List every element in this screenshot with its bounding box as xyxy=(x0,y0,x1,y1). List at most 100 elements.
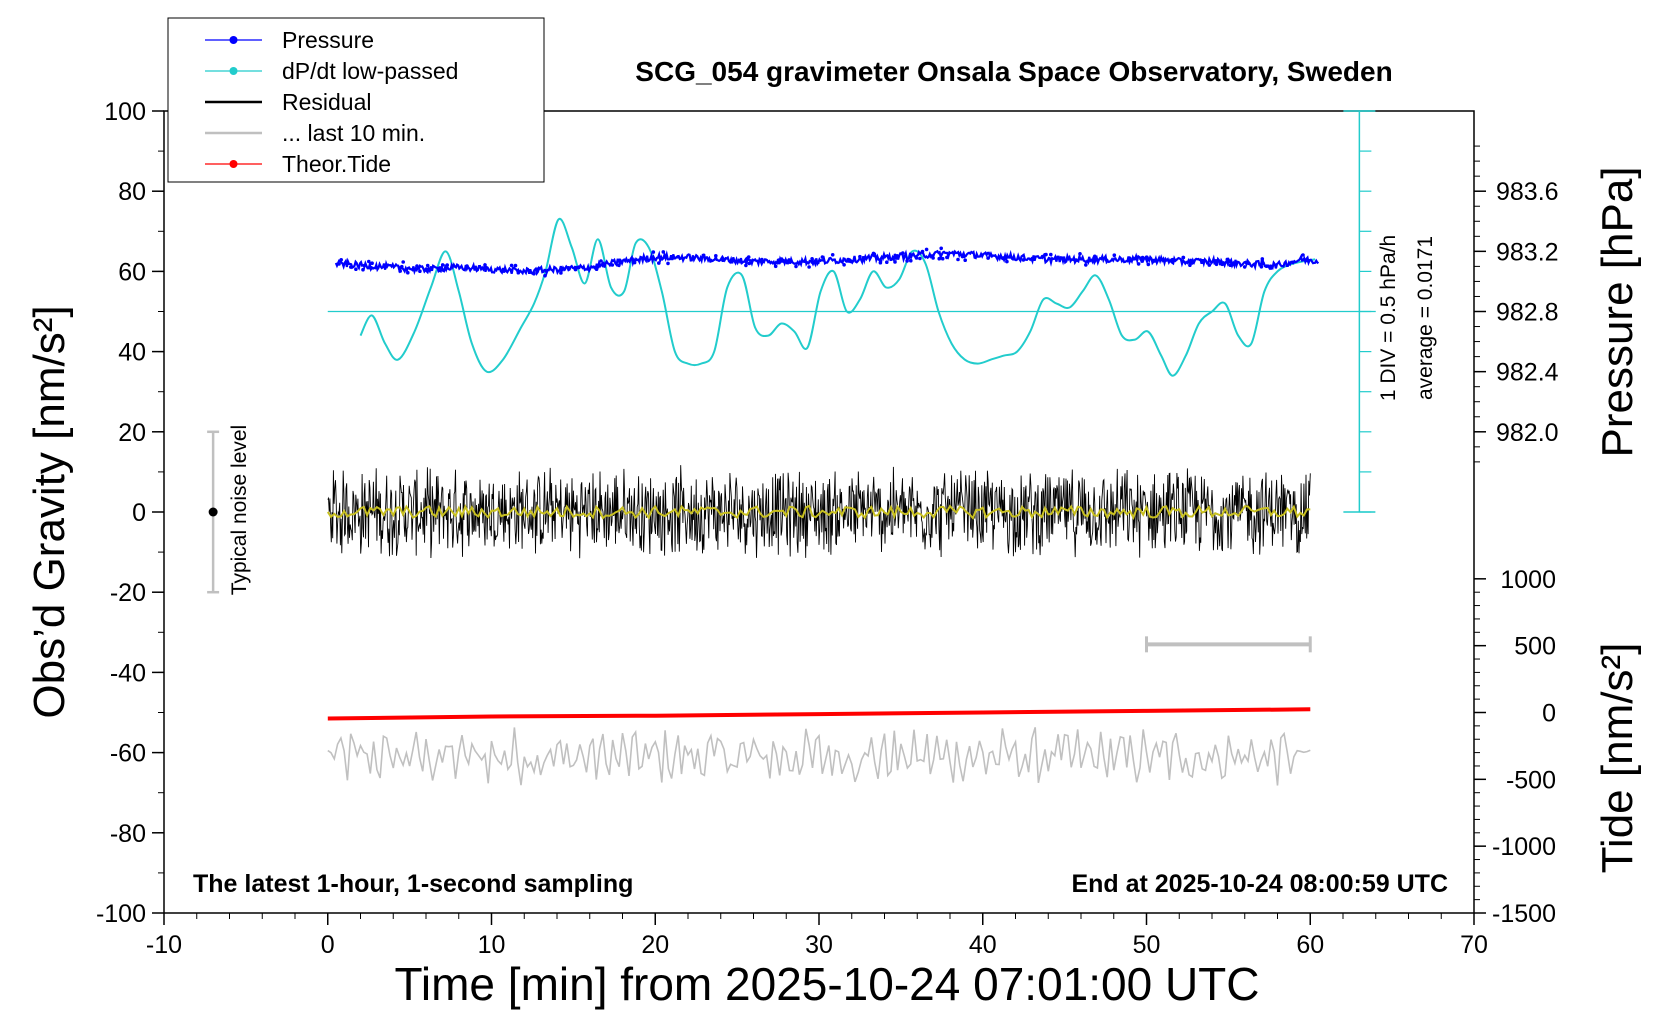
pressure-point xyxy=(661,250,666,254)
pressure-point xyxy=(1005,259,1009,264)
pressure-point xyxy=(1001,256,1006,261)
pressure-point xyxy=(398,269,403,273)
pressure-point xyxy=(1162,258,1166,263)
x-tick-label: 10 xyxy=(478,931,506,959)
pressure-tick-label: 983.2 xyxy=(1496,238,1559,266)
pressure-point xyxy=(842,263,846,267)
pressure-point xyxy=(701,253,706,258)
pressure-point xyxy=(1133,256,1138,261)
pressure-point xyxy=(744,263,748,268)
pressure-point xyxy=(483,263,487,267)
legend-label: Theor.Tide xyxy=(282,151,391,177)
pressure-point xyxy=(425,263,430,268)
pressure-point xyxy=(1260,257,1265,261)
pressure-point xyxy=(559,271,563,275)
x-tick-label: 30 xyxy=(805,931,833,959)
pressure-point xyxy=(465,264,469,268)
pressure-point xyxy=(816,260,820,265)
pressure-point xyxy=(1190,260,1195,265)
pressure-tick-label: 983.6 xyxy=(1496,178,1559,206)
pressure-point xyxy=(1225,257,1230,262)
last-10-min-line xyxy=(327,727,1311,786)
pressure-point xyxy=(1093,254,1097,259)
pressure-point xyxy=(424,267,429,271)
pressure-point xyxy=(536,267,540,271)
pressure-point xyxy=(1043,253,1047,257)
pressure-point xyxy=(1170,257,1175,262)
pressure-point xyxy=(939,246,943,251)
pressure-point xyxy=(401,260,406,264)
footer-right-note: End at 2025-10-24 08:00:59 UTC xyxy=(1071,870,1448,898)
pressure-point xyxy=(339,258,344,262)
pressure-point xyxy=(1242,265,1247,269)
pressure-point xyxy=(337,262,341,266)
pressure-point xyxy=(1136,262,1141,266)
pressure-point xyxy=(1214,262,1219,267)
pressure-point xyxy=(784,259,789,263)
pressure-point xyxy=(858,254,862,259)
pressure-point xyxy=(810,257,814,261)
y-tick-label: 20 xyxy=(118,419,146,447)
pressure-point xyxy=(914,256,919,260)
pressure-point xyxy=(370,261,374,266)
pressure-point xyxy=(871,251,876,256)
x-tick-label: 70 xyxy=(1460,931,1488,959)
y-tick-label: 0 xyxy=(132,499,146,527)
footer-left-note: The latest 1-hour, 1-second sampling xyxy=(193,870,633,898)
pressure-point xyxy=(406,270,410,275)
pressure-point xyxy=(747,261,752,266)
legend-label: ... last 10 min. xyxy=(282,120,425,146)
tide-tick-label: 1000 xyxy=(1500,566,1556,594)
pressure-point xyxy=(1246,261,1251,266)
pressure-point xyxy=(885,260,889,265)
x-axis: -10 0 10 20 30 40 50 60 70 xyxy=(146,913,1488,959)
pressure-point xyxy=(599,259,603,263)
pressure-point xyxy=(945,255,949,260)
pressure-tick-label: 982.8 xyxy=(1496,299,1559,327)
pressure-point xyxy=(445,263,450,267)
dpdt-div-label: 1 DIV = 0.5 hPa/h xyxy=(1377,235,1400,401)
pressure-point xyxy=(1259,265,1264,269)
pressure-point xyxy=(773,264,778,269)
pressure-point xyxy=(566,266,571,270)
pressure-point xyxy=(1181,255,1185,260)
pressure-point xyxy=(1104,258,1109,263)
pressure-point xyxy=(617,263,621,268)
pressure-point xyxy=(1021,258,1026,262)
pressure-point xyxy=(1207,263,1212,267)
pressure-point xyxy=(830,253,835,257)
pressure-point xyxy=(937,256,941,261)
pressure-point xyxy=(1301,253,1305,257)
pressure-point xyxy=(893,260,897,264)
pressure-point xyxy=(1306,258,1310,263)
pressure-point xyxy=(807,265,811,269)
legend-box xyxy=(167,17,545,183)
pressure-point xyxy=(878,260,883,265)
pressure-point xyxy=(632,260,637,265)
pressure-point xyxy=(1220,262,1224,267)
pressure-point xyxy=(1264,264,1269,269)
x-tick-label: -10 xyxy=(146,931,182,959)
pressure-point xyxy=(781,259,785,263)
legend-marker xyxy=(229,160,238,168)
series-layer xyxy=(326,217,1376,786)
pressure-point xyxy=(794,264,798,269)
pressure-point xyxy=(1146,262,1151,267)
y-tick-label: -20 xyxy=(110,579,146,607)
pressure-point xyxy=(940,256,945,261)
pressure-point xyxy=(1188,263,1192,268)
x-tick-label: 20 xyxy=(641,931,669,959)
pressure-point xyxy=(361,267,365,272)
pressure-point xyxy=(846,257,850,262)
y-tick-label: -60 xyxy=(110,740,146,768)
pressure-point xyxy=(777,260,782,265)
tide-tick-label: 0 xyxy=(1542,700,1556,728)
y-tick-label: 60 xyxy=(118,258,146,286)
pressure-point xyxy=(909,258,913,263)
noise-level-label: Typical noise level xyxy=(228,425,251,595)
pressure-point xyxy=(960,254,965,259)
pressure-point xyxy=(676,254,680,259)
pressure-point xyxy=(577,265,581,270)
pressure-point xyxy=(666,261,670,266)
pressure-point xyxy=(1269,266,1273,270)
